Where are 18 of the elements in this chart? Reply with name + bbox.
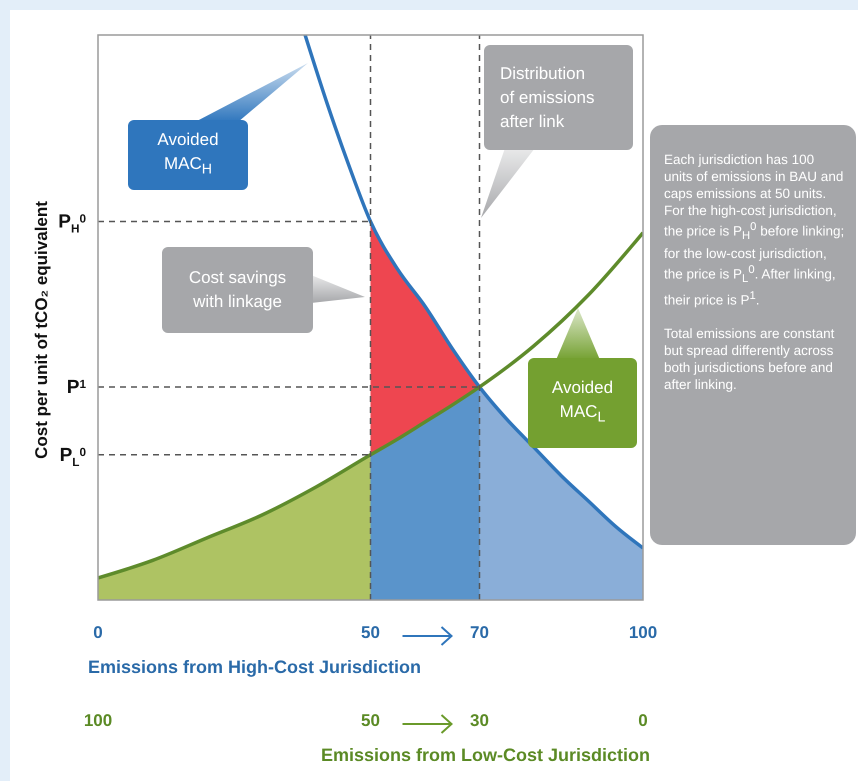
text: Each jurisdiction has 100 units of emissions in BAU and caps emissions at 50 units. For the high-cost jurisdiction, the price is P$_{H}$$^{0}$ before linking; for the low-cost jurisdiction, the price is P$_{L}$$^{0}$. After linking, their price is P$^{1}$. (664, 152, 844, 308)
x2-tick-label: 50 (361, 711, 380, 730)
x-tick-label: 100 (628, 623, 658, 642)
x2-tick-label: 30 (470, 711, 489, 730)
x-tick-label: 0 (93, 623, 103, 642)
annotation: Avoided MAC$_{H}$ (156, 129, 220, 180)
ref-line-label: P$^{1}$ (66, 376, 86, 398)
annotation: Distribution of emissions after link (500, 62, 596, 132)
annotation: Avoided MAC$_{L}$ (550, 377, 614, 428)
text: Total emissions are constant but spread differently across both jurisdictions before and after linking. (664, 324, 836, 393)
x-axis-title: Emissions from High-Cost Jurisdiction (88, 657, 422, 678)
x-tick-label: 70 (470, 623, 489, 642)
x-tick-label: 50 (361, 623, 380, 642)
annotation: Cost savings with linkage (188, 267, 288, 313)
x2-tick-label: 100 (84, 711, 112, 730)
y-axis-title: Cost per unit of tCO₂ equivalent (32, 201, 52, 459)
x2-tick-label: 0 (638, 711, 648, 730)
x2-axis-title: Emissions from Low-Cost Jurisdiction (320, 745, 650, 766)
